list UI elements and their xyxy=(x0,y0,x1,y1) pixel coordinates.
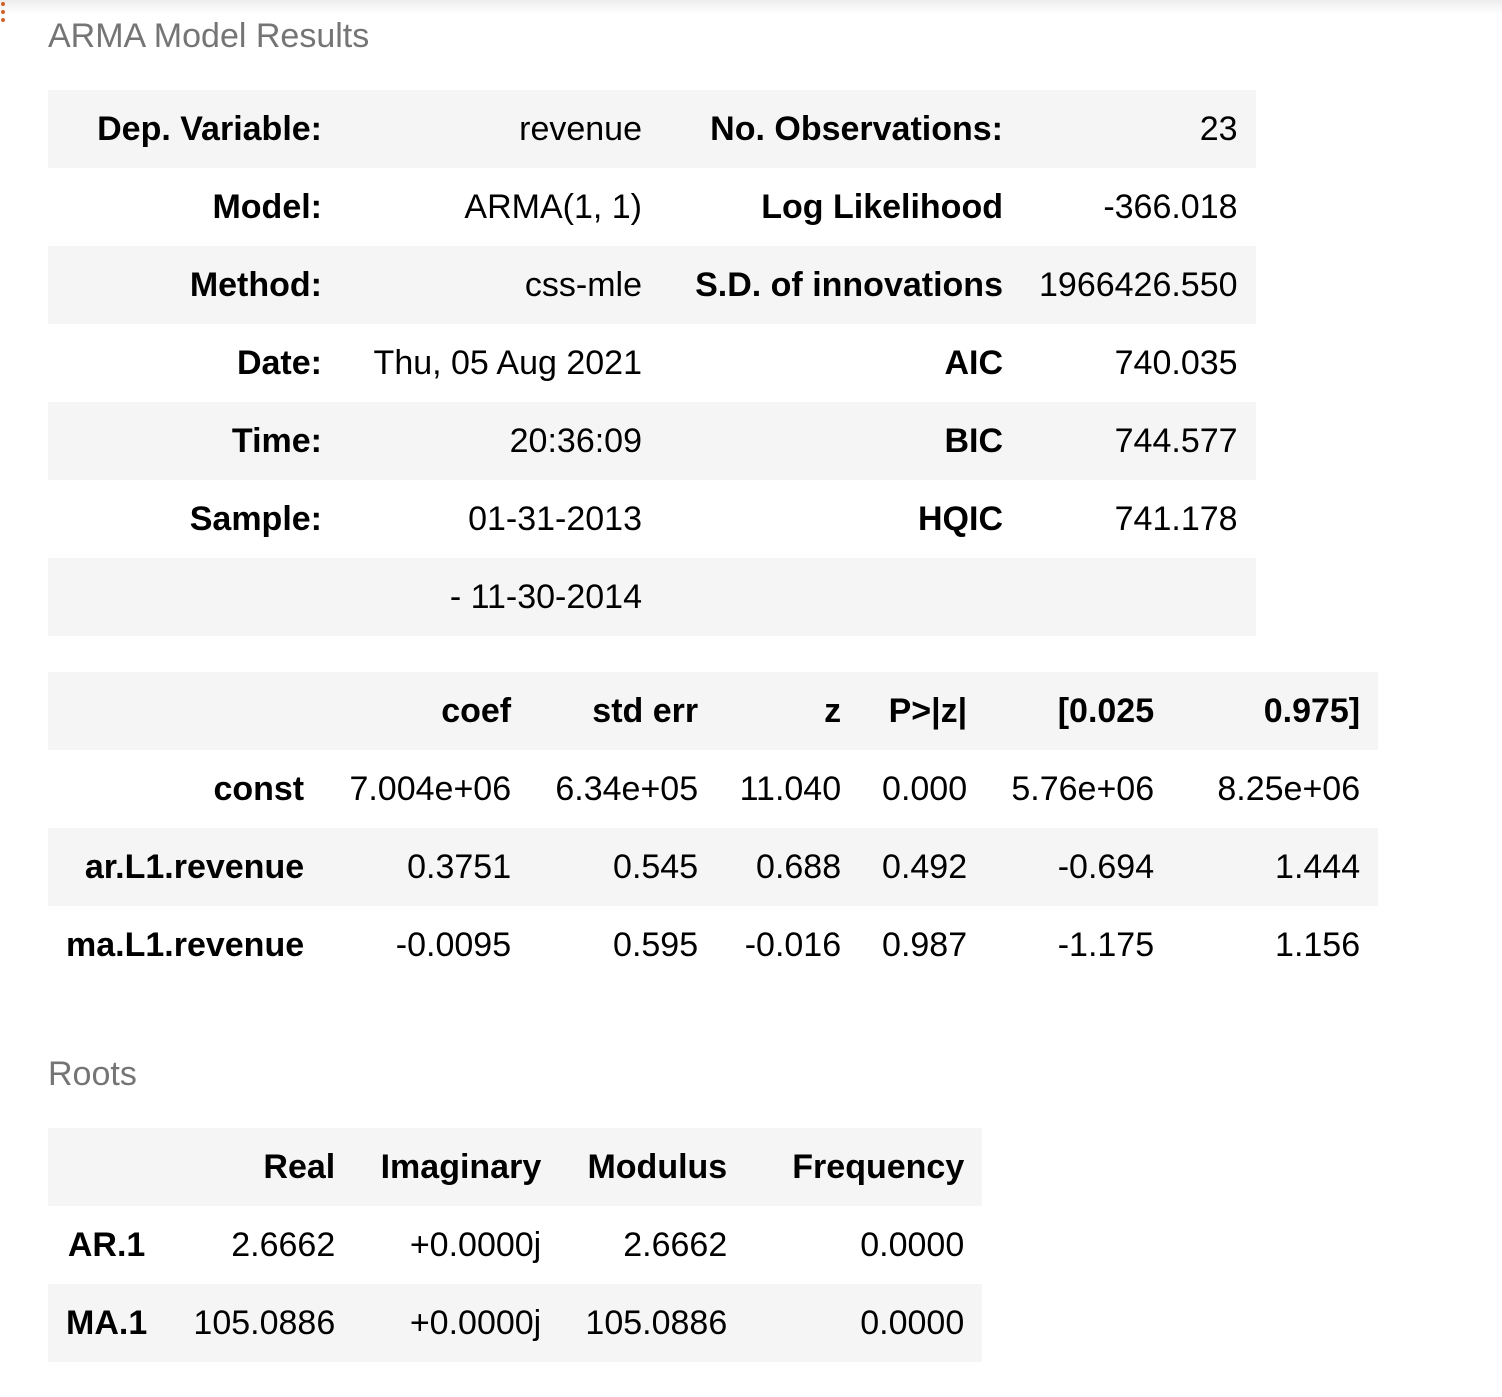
summary-value: revenue xyxy=(519,110,642,148)
column-header: z xyxy=(824,692,842,730)
table-row: Date: Thu, 05 Aug 2021 AIC 740.035 xyxy=(48,324,1256,402)
summary-label: AIC xyxy=(944,344,1003,382)
model-summary-table: Dep. Variable: revenue No. Observations:… xyxy=(48,90,1256,636)
table-row: Dep. Variable: revenue No. Observations:… xyxy=(48,90,1256,168)
summary-label xyxy=(660,558,1021,636)
row-header: ar.L1.revenue xyxy=(84,848,305,886)
column-header: Frequency xyxy=(792,1148,965,1186)
table-cell: 105.0886 xyxy=(193,1304,336,1342)
summary-value: - 11-30-2014 xyxy=(449,578,642,616)
summary-label: Date: xyxy=(236,344,322,382)
table-row: Time: 20:36:09 BIC 744.577 xyxy=(48,402,1256,480)
summary-value: -366.018 xyxy=(1103,188,1238,226)
summary-value: ARMA(1, 1) xyxy=(464,188,642,226)
summary-label: S.D. of innovations xyxy=(695,266,1003,304)
table-row: ma.L1.revenue -0.0095 0.595 -0.016 0.987… xyxy=(48,906,1378,984)
table-header-row: Real Imaginary Modulus Frequency xyxy=(48,1128,983,1206)
table-cell: 5.76e+06 xyxy=(1011,770,1155,808)
summary-label: Sample: xyxy=(189,500,322,538)
summary-label: HQIC xyxy=(918,500,1003,538)
table-cell: 0.000 xyxy=(882,770,968,808)
table-cell: 7.004e+06 xyxy=(349,770,512,808)
table-row: Sample: 01-31-2013 HQIC 741.178 xyxy=(48,480,1256,558)
table-cell: 105.0886 xyxy=(585,1304,728,1342)
row-header: const xyxy=(213,770,305,808)
table-cell: -0.016 xyxy=(744,926,842,964)
row-header: AR.1 xyxy=(67,1226,146,1264)
column-header: Modulus xyxy=(587,1148,728,1186)
column-header xyxy=(48,672,322,750)
table-cell: 2.6662 xyxy=(231,1226,336,1264)
summary-label xyxy=(48,558,340,636)
roots-table: Real Imaginary Modulus Frequency AR.1 2.… xyxy=(48,1128,983,1362)
summary-value: 23 xyxy=(1199,110,1238,148)
summary-label: Log Likelihood xyxy=(761,188,1003,226)
table-header-row: coef std err z P>|z| [0.025 0.975] xyxy=(48,672,1379,750)
table-cell: -0.694 xyxy=(1057,848,1155,886)
table-cell: 0.545 xyxy=(613,848,699,886)
summary-value: 20:36:09 xyxy=(509,422,642,460)
table-cell: -1.175 xyxy=(1057,926,1155,964)
table-cell: +0.0000j xyxy=(409,1304,542,1342)
table-cell: 1.444 xyxy=(1275,848,1361,886)
cell-prompt-marker-icon[interactable] xyxy=(1,2,5,26)
summary-label: BIC xyxy=(944,422,1003,460)
roots-caption: Roots xyxy=(48,1055,137,1093)
table-cell: 6.34e+05 xyxy=(555,770,699,808)
summary-label: Model: xyxy=(212,188,322,226)
table-cell: 2.6662 xyxy=(623,1226,728,1264)
row-header: ma.L1.revenue xyxy=(66,926,305,964)
table-row: ar.L1.revenue 0.3751 0.545 0.688 0.492 -… xyxy=(48,828,1379,906)
summary-value: 01-31-2013 xyxy=(468,500,642,538)
column-header xyxy=(48,1128,165,1206)
summary-label: Time: xyxy=(231,422,322,460)
summary-value: 1966426.550 xyxy=(1039,266,1238,304)
column-header: Imaginary xyxy=(380,1148,542,1186)
table-cell: 0.688 xyxy=(756,848,842,886)
table-cell: -0.0095 xyxy=(395,926,512,964)
summary-label: Dep. Variable: xyxy=(97,110,322,148)
column-header: Real xyxy=(263,1148,336,1186)
summary-value: 744.577 xyxy=(1114,422,1238,460)
summary-value: 741.178 xyxy=(1114,500,1238,538)
summary-label: Method: xyxy=(189,266,322,304)
column-header: P>|z| xyxy=(888,692,968,730)
summary-value: 740.035 xyxy=(1114,344,1238,382)
table-cell: 0.595 xyxy=(613,926,699,964)
summary-value: Thu, 05 Aug 2021 xyxy=(373,344,642,382)
table-cell: 11.040 xyxy=(739,770,842,808)
table-row: Method: css-mle S.D. of innovations 1966… xyxy=(48,246,1256,324)
table-row: Model: ARMA(1, 1) Log Likelihood -366.01… xyxy=(48,168,1256,246)
row-header: MA.1 xyxy=(66,1304,148,1342)
table-cell: 0.3751 xyxy=(407,848,512,886)
table-cell: +0.0000j xyxy=(409,1226,542,1264)
table-cell: 0.492 xyxy=(882,848,968,886)
table-cell: 0.0000 xyxy=(860,1304,965,1342)
table-row: const 7.004e+06 6.34e+05 11.040 0.000 5.… xyxy=(48,750,1378,828)
cell-top-shadow xyxy=(0,0,1502,14)
column-header: [0.025 xyxy=(1057,692,1155,730)
model-results-caption: ARMA Model Results xyxy=(48,17,370,55)
table-row: - 11-30-2014 xyxy=(48,558,1256,636)
summary-label: No. Observations: xyxy=(710,110,1003,148)
table-cell: 0.987 xyxy=(882,926,968,964)
summary-value: css-mle xyxy=(524,266,642,304)
coefficients-table: coef std err z P>|z| [0.025 0.975] const… xyxy=(48,672,1379,984)
table-row: AR.1 2.6662 +0.0000j 2.6662 0.0000 xyxy=(48,1206,982,1284)
column-header: std err xyxy=(592,692,699,730)
table-cell: 1.156 xyxy=(1275,926,1361,964)
table-cell: 0.0000 xyxy=(860,1226,965,1264)
table-cell: 8.25e+06 xyxy=(1217,770,1361,808)
table-row: MA.1 105.0886 +0.0000j 105.0886 0.0000 xyxy=(48,1284,983,1362)
column-header: 0.975] xyxy=(1263,692,1361,730)
summary-value xyxy=(1021,558,1256,636)
column-header: coef xyxy=(441,692,512,730)
